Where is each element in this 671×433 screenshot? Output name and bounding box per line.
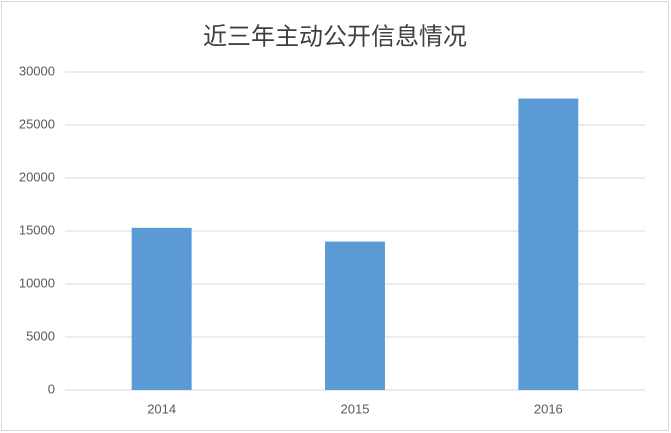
x-tick-label: 2016 [534,401,563,416]
y-tick-label: 30000 [19,63,55,78]
bar [518,98,579,390]
bar [131,227,192,390]
y-tick-label: 10000 [19,275,55,290]
y-tick-label: 20000 [19,169,55,184]
y-tick-label: 15000 [19,222,55,237]
y-tick-label: 5000 [26,328,55,343]
chart-title: 近三年主动公开信息情况 [203,23,467,50]
bar [325,241,385,390]
x-tick-label: 2014 [147,401,176,416]
y-tick-label: 25000 [19,116,55,131]
x-tick-label: 2015 [341,401,370,416]
y-tick-label: 0 [48,381,55,396]
